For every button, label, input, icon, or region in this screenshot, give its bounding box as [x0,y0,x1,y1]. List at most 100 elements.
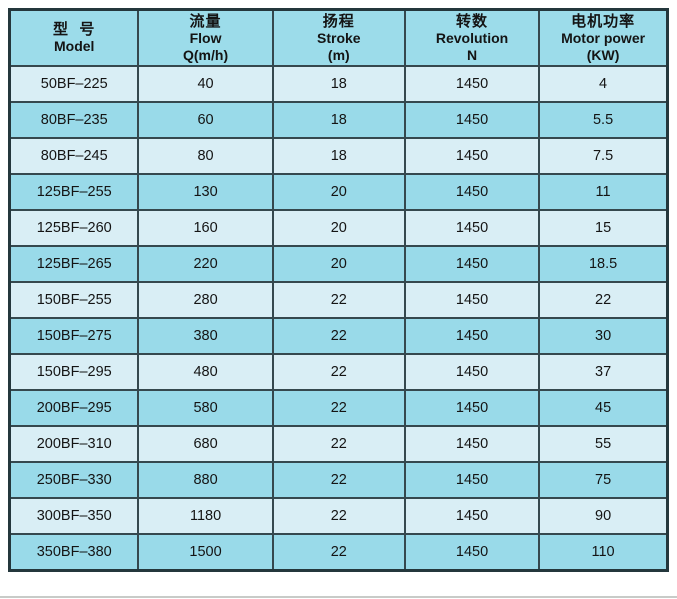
header-motor-power-en: Motor power [561,29,646,46]
cell-power: 75 [538,461,669,499]
cell-model: 200BF–310 [8,425,140,463]
table-body: 50BF–225 40 18 1450 4 80BF–235 60 18 145… [8,65,669,572]
table-row: 50BF–225 40 18 1450 4 [8,65,669,103]
cell-model: 150BF–295 [8,353,140,391]
cell-stroke: 18 [271,101,406,139]
cell-model: 200BF–295 [8,389,140,427]
cell-model: 150BF–255 [8,281,140,319]
table-row: 300BF–350 1180 22 1450 90 [8,497,669,535]
table-row: 150BF–295 480 22 1450 37 [8,353,669,391]
header-row: 型 号 Model 流量 Flow Q(m/h) 扬程 Stroke (m) 转… [8,8,669,67]
cell-stroke: 18 [271,137,406,175]
header-motor-power-zh: 电机功率 [571,12,636,30]
cell-model: 300BF–350 [8,497,140,535]
header-revolution-en: Revolution [435,29,509,46]
cell-model: 150BF–275 [8,317,140,355]
cell-power: 55 [538,425,669,463]
cell-stroke: 20 [271,245,406,283]
cell-power: 90 [538,497,669,535]
cell-power: 110 [538,533,669,572]
cell-model: 80BF–245 [8,137,140,175]
header-model-zh: 型 号 [53,21,96,38]
cell-flow: 80 [137,137,274,175]
header-model-en: Model [54,38,95,54]
header-flow-zh: 流量 [189,12,222,30]
cell-stroke: 18 [271,65,406,103]
table-row: 80BF–235 60 18 1450 5.5 [8,101,669,139]
cell-stroke: 20 [271,209,406,247]
cell-flow: 680 [137,425,274,463]
column-header-flow: 流量 Flow Q(m/h) [137,8,274,67]
cell-stroke: 22 [271,425,406,463]
column-header-revolution: 转数 Revolution N [403,8,541,67]
cell-stroke: 22 [271,317,406,355]
cell-revolution: 1450 [403,137,541,175]
cell-flow: 1180 [137,497,274,535]
table-row: 200BF–310 680 22 1450 55 [8,425,669,463]
cell-model: 125BF–265 [8,245,140,283]
cell-revolution: 1450 [403,425,541,463]
table-header: 型 号 Model 流量 Flow Q(m/h) 扬程 Stroke (m) 转… [8,8,669,67]
cell-flow: 1500 [137,533,274,572]
cell-power: 45 [538,389,669,427]
cell-flow: 160 [137,209,274,247]
cell-model: 80BF–235 [8,101,140,139]
cell-revolution: 1450 [403,65,541,103]
cell-stroke: 22 [271,497,406,535]
pump-spec-table: 型 号 Model 流量 Flow Q(m/h) 扬程 Stroke (m) 转… [8,8,669,572]
header-flow-unit: Q(m/h) [183,46,229,63]
table-row: 350BF–380 1500 22 1450 110 [8,533,669,572]
table-row: 250BF–330 880 22 1450 75 [8,461,669,499]
cell-flow: 130 [137,173,274,211]
cell-flow: 480 [137,353,274,391]
cell-revolution: 1450 [403,497,541,535]
cell-power: 11 [538,173,669,211]
cell-revolution: 1450 [403,281,541,319]
table-row: 125BF–255 130 20 1450 11 [8,173,669,211]
spec-table-container: 型 号 Model 流量 Flow Q(m/h) 扬程 Stroke (m) 转… [8,8,669,572]
column-header-stroke: 扬程 Stroke (m) [271,8,406,67]
cell-flow: 40 [137,65,274,103]
cell-power: 30 [538,317,669,355]
cell-power: 22 [538,281,669,319]
cell-revolution: 1450 [403,353,541,391]
column-header-model: 型 号 Model [8,8,140,67]
cell-revolution: 1450 [403,389,541,427]
table-row: 200BF–295 580 22 1450 45 [8,389,669,427]
cell-model: 125BF–255 [8,173,140,211]
cell-power: 4 [538,65,669,103]
cell-stroke: 22 [271,461,406,499]
cell-stroke: 22 [271,533,406,572]
cell-stroke: 22 [271,281,406,319]
cell-stroke: 22 [271,353,406,391]
table-row: 125BF–265 220 20 1450 18.5 [8,245,669,283]
header-motor-power-unit: (KW) [586,46,620,63]
header-revolution-zh: 转数 [456,12,489,30]
cell-power: 18.5 [538,245,669,283]
cell-revolution: 1450 [403,317,541,355]
cell-revolution: 1450 [403,101,541,139]
table-row: 150BF–255 280 22 1450 22 [8,281,669,319]
cell-flow: 580 [137,389,274,427]
cell-flow: 880 [137,461,274,499]
cell-revolution: 1450 [403,461,541,499]
cell-model: 125BF–260 [8,209,140,247]
header-stroke-en: Stroke [317,29,361,46]
table-row: 125BF–260 160 20 1450 15 [8,209,669,247]
cell-stroke: 20 [271,173,406,211]
cell-flow: 380 [137,317,274,355]
cell-revolution: 1450 [403,533,541,572]
table-row: 80BF–245 80 18 1450 7.5 [8,137,669,175]
cell-model: 250BF–330 [8,461,140,499]
cell-revolution: 1450 [403,173,541,211]
cell-power: 15 [538,209,669,247]
header-revolution-unit: N [466,46,478,63]
table-row: 150BF–275 380 22 1450 30 [8,317,669,355]
cell-stroke: 22 [271,389,406,427]
header-stroke-zh: 扬程 [322,12,355,30]
bottom-divider [0,596,677,598]
cell-flow: 280 [137,281,274,319]
cell-model: 350BF–380 [8,533,140,572]
header-flow-en: Flow [189,29,222,46]
